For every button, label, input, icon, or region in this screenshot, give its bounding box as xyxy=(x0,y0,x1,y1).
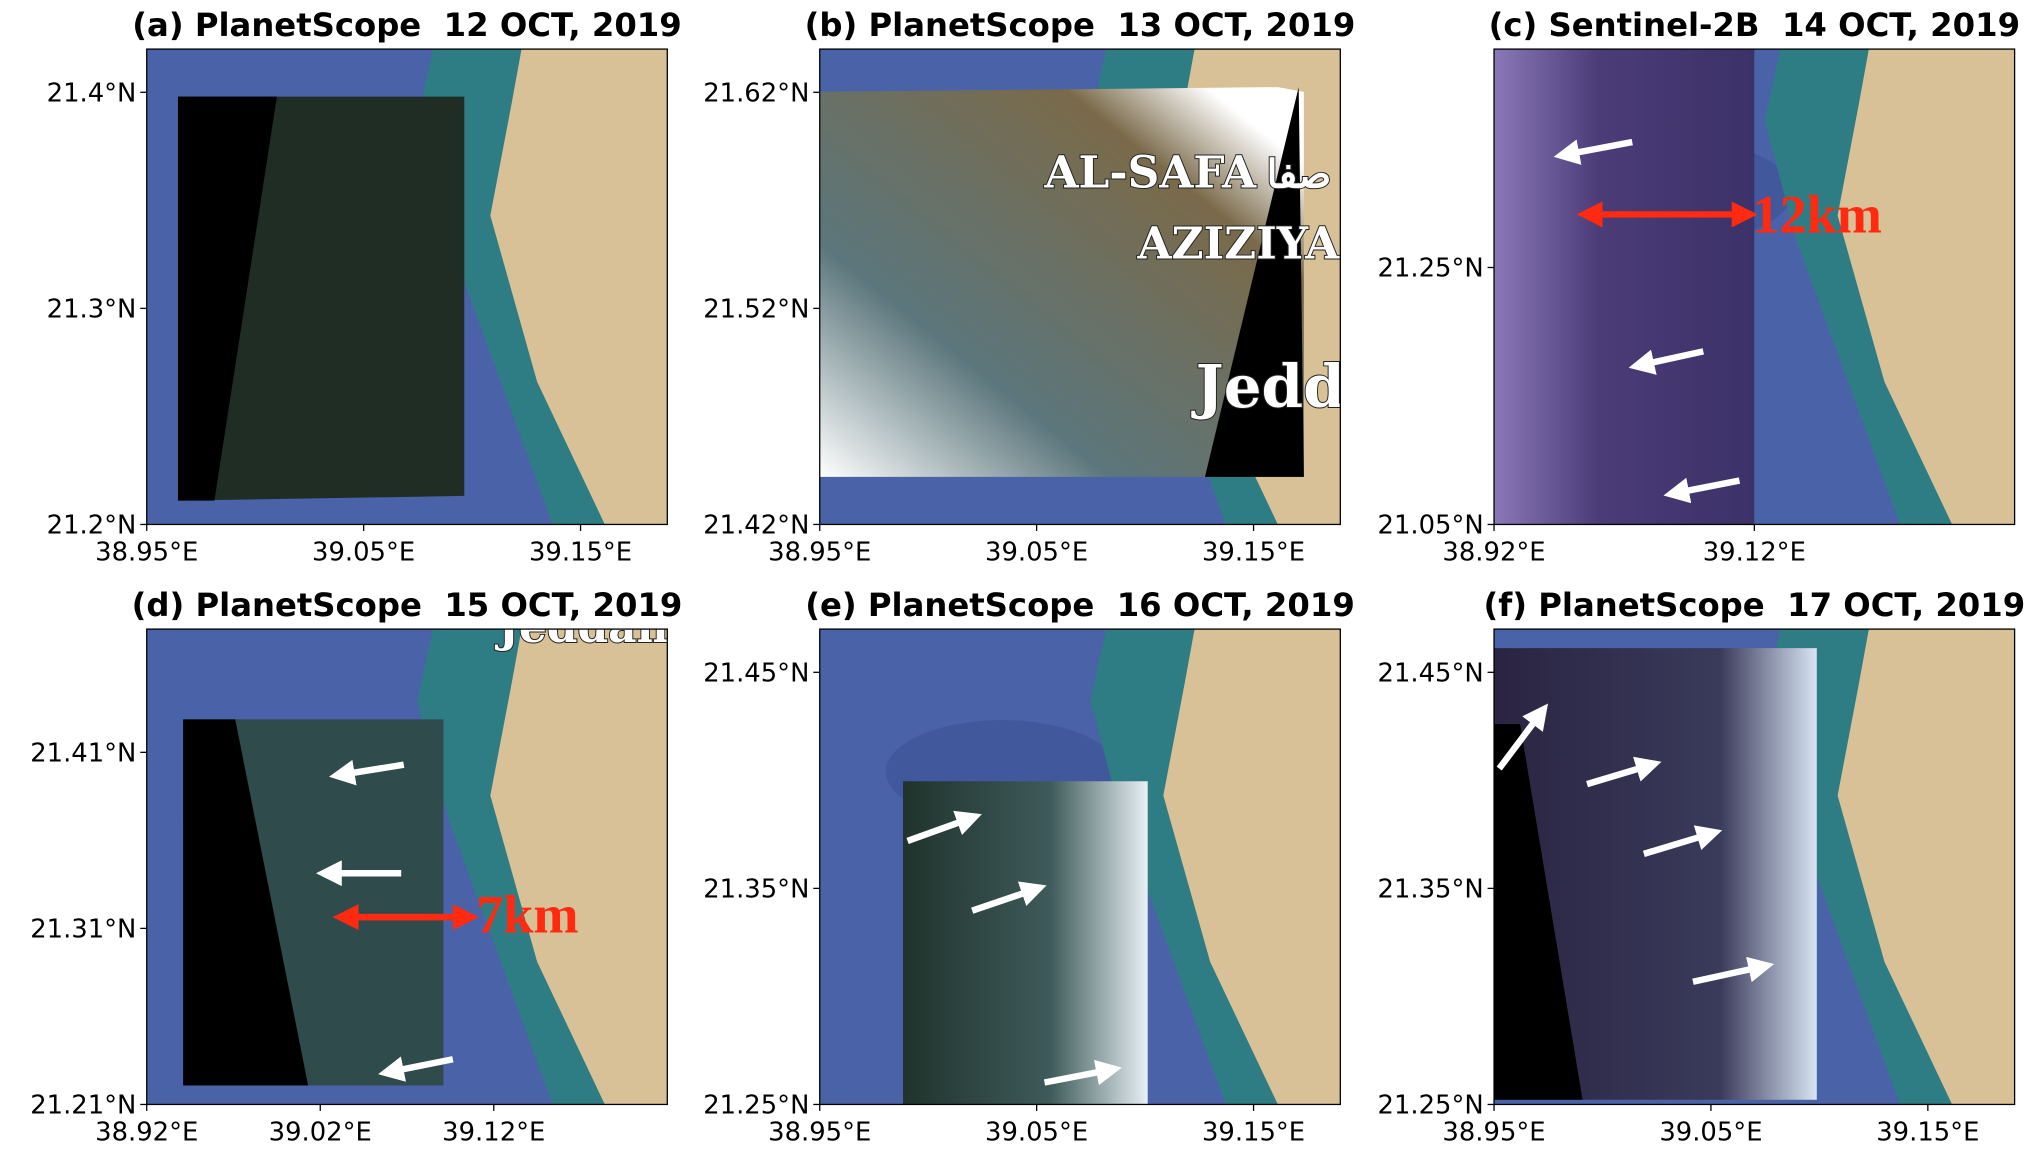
place-label: صفا xyxy=(1267,152,1331,197)
y-tick-label: 21.25°N xyxy=(703,1090,809,1120)
land xyxy=(1163,629,1341,1105)
panel-title: (f) PlanetScope 17 OCT, 2019 xyxy=(1483,586,2025,624)
map-panel: (e) PlanetScope 16 OCT, 2019 38.95°E 39.05… xyxy=(703,586,1355,1147)
arrow xyxy=(1043,1059,1122,1086)
axes-frame xyxy=(146,48,668,526)
panel-title: (c) Sentinel-2B 14 OCT, 2019 xyxy=(1489,6,2020,44)
y-tick-label: 21.4°N xyxy=(47,78,137,108)
map-image: Jeddah 7km xyxy=(146,602,668,1105)
map-image: AL-SAFA صفا AZIZIYA Jedda xyxy=(819,49,1383,525)
map-panel: (f) PlanetScope 17 OCT, 2019 38.95°E 39.05… xyxy=(1378,586,2026,1147)
x-tick-label: 39.05°E xyxy=(985,1118,1088,1148)
x-tick-label: 38.92°E xyxy=(95,1118,198,1148)
no-data xyxy=(183,719,309,1086)
no-data xyxy=(1494,724,1583,1100)
arrow xyxy=(1628,348,1704,375)
y-tick-label: 21.41°N xyxy=(30,738,136,768)
map-panel: AL-SAFA صفا AZIZIYA Jedda (b) PlanetScope 13… xyxy=(703,6,1383,568)
arrow xyxy=(1553,138,1633,165)
x-tick-label: 39.12°E xyxy=(442,1118,545,1148)
arrow xyxy=(1692,956,1775,985)
place-label: AL-SAFA xyxy=(1044,147,1258,198)
x-tick-label: 39.02°E xyxy=(269,1118,372,1148)
y-tick-label: 21.21°N xyxy=(30,1090,136,1120)
map-image xyxy=(819,629,1341,1105)
y-tick-label: 21.62°N xyxy=(703,78,809,108)
map-image xyxy=(146,49,668,525)
map-panel: 12km (c) Sentinel-2B 14 OCT, 2019 38.92°E 3… xyxy=(1378,6,2021,567)
land xyxy=(490,629,668,1105)
y-tick-label: 21.25°N xyxy=(1378,1090,1484,1120)
distance-label: 7km xyxy=(476,885,579,945)
arrow xyxy=(1642,825,1723,857)
x-tick-label: 38.95°E xyxy=(95,538,198,568)
arrow xyxy=(378,1056,454,1082)
x-tick-label: 39.15°E xyxy=(1876,1118,1979,1148)
map-panel: Jeddah 7km (d) PlanetScope 15 OCT, 2019 38.… xyxy=(30,586,682,1147)
y-tick-label: 21.45°N xyxy=(1378,658,1484,688)
no-data xyxy=(1204,87,1304,477)
x-tick-label: 38.95°E xyxy=(768,1118,871,1148)
x-tick-label: 38.95°E xyxy=(768,538,871,568)
x-tick-label: 38.92°E xyxy=(1442,538,1545,568)
axes-frame xyxy=(1493,628,2016,1106)
y-tick-label: 21.35°N xyxy=(703,874,809,904)
panel-title: (a) PlanetScope 12 OCT, 2019 xyxy=(132,6,681,44)
place-label: Jedda xyxy=(1191,352,1383,422)
y-tick-label: 21.3°N xyxy=(47,294,137,324)
arrow xyxy=(1586,756,1662,788)
x-tick-label: 39.15°E xyxy=(1202,1118,1305,1148)
axes-frame xyxy=(819,48,1341,526)
satellite-scene xyxy=(1494,49,1755,525)
land xyxy=(1837,629,2015,1105)
arrow xyxy=(971,881,1047,914)
x-tick-label: 39.15°E xyxy=(1202,538,1305,568)
y-tick-label: 21.45°N xyxy=(703,658,809,688)
y-tick-label: 21.2°N xyxy=(47,510,137,540)
no-data xyxy=(177,96,277,501)
arrow xyxy=(1663,477,1741,504)
y-tick-label: 21.25°N xyxy=(1378,254,1484,284)
map-image: 12km xyxy=(1494,49,2015,525)
arrow xyxy=(906,810,982,844)
satellite-scene xyxy=(819,87,1304,477)
place-label: Jeddah xyxy=(494,602,668,653)
distance-label: 12km xyxy=(1752,185,1882,245)
land xyxy=(1837,49,2015,525)
x-tick-label: 39.05°E xyxy=(985,538,1088,568)
x-tick-label: 38.95°E xyxy=(1442,1118,1545,1148)
y-tick-label: 21.35°N xyxy=(1378,874,1484,904)
x-tick-label: 39.05°E xyxy=(312,538,415,568)
axes-frame xyxy=(819,628,1341,1106)
y-tick-label: 21.05°N xyxy=(1378,510,1484,540)
map-image xyxy=(1494,629,2015,1105)
y-tick-label: 21.31°N xyxy=(30,914,136,944)
panel-title: (e) PlanetScope 16 OCT, 2019 xyxy=(805,586,1355,624)
satellite-scene xyxy=(1494,648,1817,1100)
arrow xyxy=(1496,703,1549,771)
x-tick-label: 39.15°E xyxy=(529,538,632,568)
axes-frame xyxy=(146,628,668,1106)
map-panel: (a) PlanetScope 12 OCT, 2019 38.95°E 39.05… xyxy=(47,6,682,567)
satellite-scene xyxy=(903,781,1148,1105)
land xyxy=(490,49,668,525)
panel-title: (d) PlanetScope 15 OCT, 2019 xyxy=(132,586,683,624)
x-tick-label: 39.05°E xyxy=(1659,1118,1762,1148)
panel-title: (b) PlanetScope 13 OCT, 2019 xyxy=(805,6,1356,44)
place-label: AZIZIYA xyxy=(1137,218,1341,269)
y-tick-label: 21.42°N xyxy=(703,510,809,540)
arrow xyxy=(328,759,405,786)
x-tick-label: 39.12°E xyxy=(1703,538,1806,568)
y-tick-label: 21.52°N xyxy=(703,294,809,324)
